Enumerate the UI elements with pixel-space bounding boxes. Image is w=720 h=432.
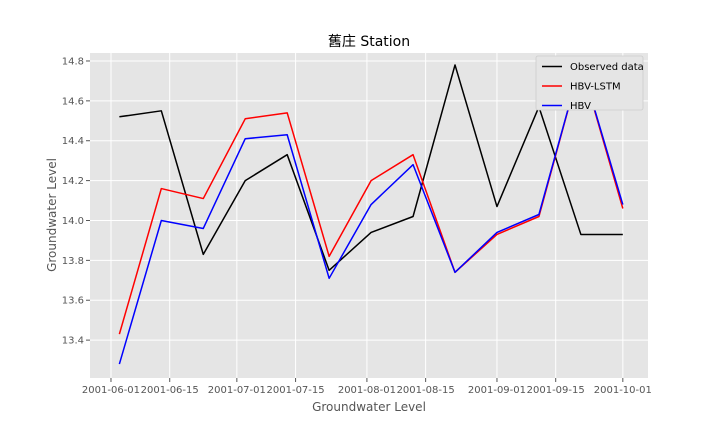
x-tick-label: 2001-06-15	[141, 385, 199, 396]
series-line-hbv-lstm	[118, 62, 624, 335]
legend: Observed data HBV-LSTM HBV	[535, 55, 644, 112]
x-tick-label: 2001-08-15	[397, 385, 455, 396]
y-tick-label: 13.8	[62, 256, 84, 267]
y-tick-label: 14.6	[62, 96, 84, 107]
x-axis-ticks: 2001-06-01 2001-06-15 2001-07-01 2001-07-15…	[82, 378, 652, 396]
y-axis-label: Groundwater Level	[45, 158, 59, 272]
y-tick-label: 14.8	[62, 56, 84, 67]
x-tick-label: 2001-09-01	[468, 385, 526, 396]
legend-label-observed-data: Observed data	[570, 62, 644, 73]
x-axis-label: Groundwater Level	[312, 400, 426, 414]
x-tick-label: 2001-07-01	[208, 385, 266, 396]
legend-box	[535, 55, 644, 111]
x-tick-label: 2001-08-01	[338, 385, 396, 396]
legend-label-hbv: HBV	[570, 101, 591, 112]
legend-label-hbv-lstm: HBV-LSTM	[570, 82, 621, 93]
grid	[90, 53, 648, 378]
y-tick-label: 13.4	[62, 336, 84, 347]
x-tick-label: 2001-09-15	[527, 385, 585, 396]
y-tick-label: 14.4	[62, 136, 84, 147]
y-axis-ticks: 13.4 13.6 13.8 14.0 14.2 14.4 14.6 14.8	[62, 56, 90, 347]
x-tick-label: 2001-07-15	[267, 385, 325, 396]
x-tick-label: 2001-10-01	[594, 385, 652, 396]
y-tick-label: 14.0	[62, 216, 84, 227]
y-tick-label: 14.2	[62, 176, 84, 187]
x-tick-label: 2001-06-01	[82, 385, 140, 396]
y-tick-label: 13.6	[62, 296, 84, 307]
series-line-hbv	[118, 62, 624, 365]
chart-title: 舊庄 Station	[328, 33, 410, 50]
